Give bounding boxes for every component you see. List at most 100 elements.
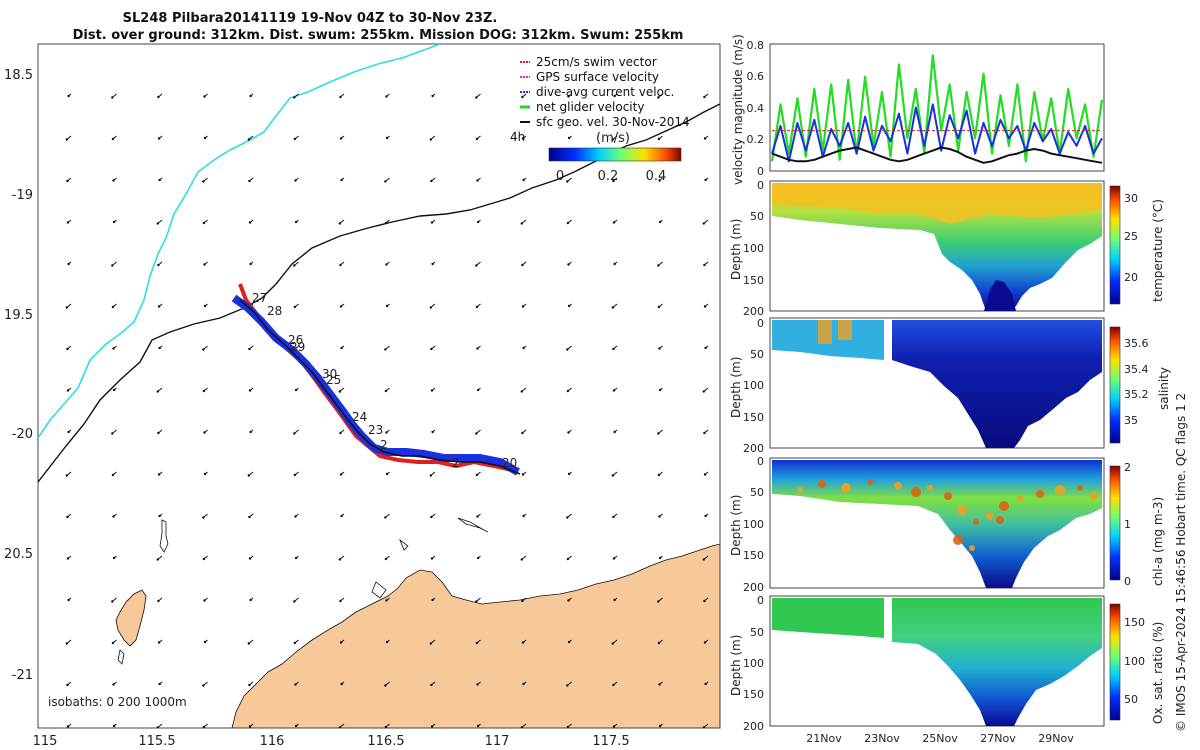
current-vector-head — [612, 179, 615, 183]
current-vector-head — [520, 558, 523, 561]
current-vector-head — [475, 432, 478, 435]
isobath-cyan — [38, 44, 441, 439]
current-vector-head — [247, 642, 250, 645]
chla-bloom-dot — [1077, 485, 1083, 491]
salinity-y-tick: 0 — [757, 317, 764, 330]
velocity-y-tick: 0.8 — [747, 39, 765, 52]
oxygen-cbar-tick: 100 — [1124, 655, 1145, 668]
current-vector-head — [566, 684, 569, 687]
current-vector-head — [520, 726, 523, 728]
velocity-frame — [769, 43, 1105, 172]
current-vector-head — [475, 264, 478, 267]
temperature-cbar-label: temperature (°C) — [1151, 199, 1165, 302]
current-vector-head — [156, 390, 159, 393]
current-vector-head — [476, 347, 479, 350]
current-vector-field — [65, 93, 709, 728]
temperature-cbar-tick: 30 — [1124, 192, 1138, 205]
current-vector-head — [338, 558, 341, 561]
current-vector-head — [657, 641, 661, 645]
current-vector-head — [202, 557, 206, 561]
current-vector-head — [566, 180, 569, 183]
colorbar-label: (m/s) — [596, 131, 630, 146]
current-vector-head — [429, 138, 432, 141]
current-vector-head — [339, 137, 343, 140]
current-vector-head — [475, 600, 478, 603]
current-vector-head — [611, 306, 614, 309]
chla-bloom-dot — [797, 487, 803, 493]
oxygen-cbar-label: Ox. sat. ratio (%) — [1151, 622, 1165, 724]
current-vector-head — [521, 599, 524, 603]
chla-bloom-dot — [953, 535, 963, 545]
current-vector-head — [521, 263, 524, 267]
current-vector-head — [339, 95, 342, 99]
oxygen-y-tick: 50 — [750, 626, 764, 639]
current-vector-head — [521, 641, 525, 644]
current-vector-head — [431, 598, 434, 602]
legend-label: 25cm/s swim vector — [536, 55, 657, 69]
velocity-series-line — [770, 54, 1104, 163]
current-vector-head — [66, 347, 69, 351]
map-y-ticks: 18.5 -19 19.5 -20 20.5 -21 — [4, 68, 33, 683]
oxygen-ylabel: Depth (m) — [729, 635, 743, 696]
current-vector-head — [384, 221, 388, 225]
current-vector-head — [203, 431, 206, 434]
current-vector-head — [385, 263, 388, 266]
current-vector-head — [340, 682, 343, 686]
current-vector-head — [248, 557, 252, 560]
current-vector-head — [157, 599, 160, 603]
velocity-series-line — [771, 103, 1103, 163]
current-vector-head — [248, 683, 251, 687]
current-vector-head — [703, 431, 706, 435]
current-vector-head — [430, 221, 434, 224]
current-vector-head — [111, 432, 114, 435]
current-vector-head — [339, 305, 343, 308]
current-vector-head — [384, 684, 387, 687]
section-x-ticks: 21Nov 23Nov 25Nov 27Nov 29Nov — [806, 732, 1074, 745]
current-vector-head — [385, 431, 388, 434]
current-vector-head — [65, 138, 69, 141]
colorbar-tick: 0.2 — [598, 169, 619, 184]
chla-y-tick: 150 — [743, 549, 764, 562]
temperature-y-tick: 50 — [750, 210, 764, 223]
chla-bloom-dot — [927, 485, 933, 491]
current-vector-head — [66, 515, 69, 519]
map-y-tick: 18.5 — [4, 68, 33, 83]
current-vector-head — [704, 682, 707, 686]
current-vector-head — [157, 305, 161, 308]
current-vector-head — [202, 221, 206, 225]
current-vector-head — [567, 95, 570, 98]
current-vector-head — [613, 262, 616, 266]
map-y-tick: 20.5 — [4, 547, 33, 562]
track-day-label: 2 — [452, 456, 460, 470]
map-x-tick: 115.5 — [138, 734, 175, 749]
legend-label: GPS surface velocity — [536, 70, 659, 84]
oxygen-cbar-tick: 50 — [1124, 693, 1138, 706]
colorbar-tick: 0 — [556, 169, 564, 184]
map-y-tick: -19 — [12, 188, 33, 203]
chla-bloom-dot — [969, 545, 975, 551]
current-vector-head — [66, 683, 69, 687]
salinity-panel: 0 50 100 150 200 Depth (m) 35.6 35.4 35.… — [729, 317, 1171, 455]
current-vector-head — [67, 598, 70, 602]
temperature-warm-layer — [772, 183, 1102, 224]
current-vector-head — [248, 389, 252, 392]
chla-cbar-tick: 0 — [1124, 575, 1131, 588]
current-vector-head — [657, 96, 660, 99]
current-vector-head — [249, 430, 252, 434]
track-day-label: 26 — [288, 333, 303, 347]
current-vector-head — [248, 179, 251, 183]
temperature-y-ticks: 0 50 100 150 200 — [743, 179, 764, 318]
current-vector-head — [158, 514, 161, 518]
current-vector-head — [567, 431, 570, 434]
current-vector-head — [475, 96, 478, 99]
salinity-warm-patches — [818, 320, 852, 344]
current-vector-head — [339, 263, 342, 267]
current-vector-head — [566, 725, 570, 728]
map-y-tick: -20 — [12, 427, 33, 442]
chla-bloom-dot — [1055, 485, 1065, 495]
current-vector-head — [156, 222, 159, 225]
current-vector-head — [112, 556, 116, 560]
map-x-tick: 115 — [33, 734, 58, 749]
oxygen-cbar-tick: 150 — [1124, 616, 1145, 629]
current-vector-head — [475, 641, 479, 645]
